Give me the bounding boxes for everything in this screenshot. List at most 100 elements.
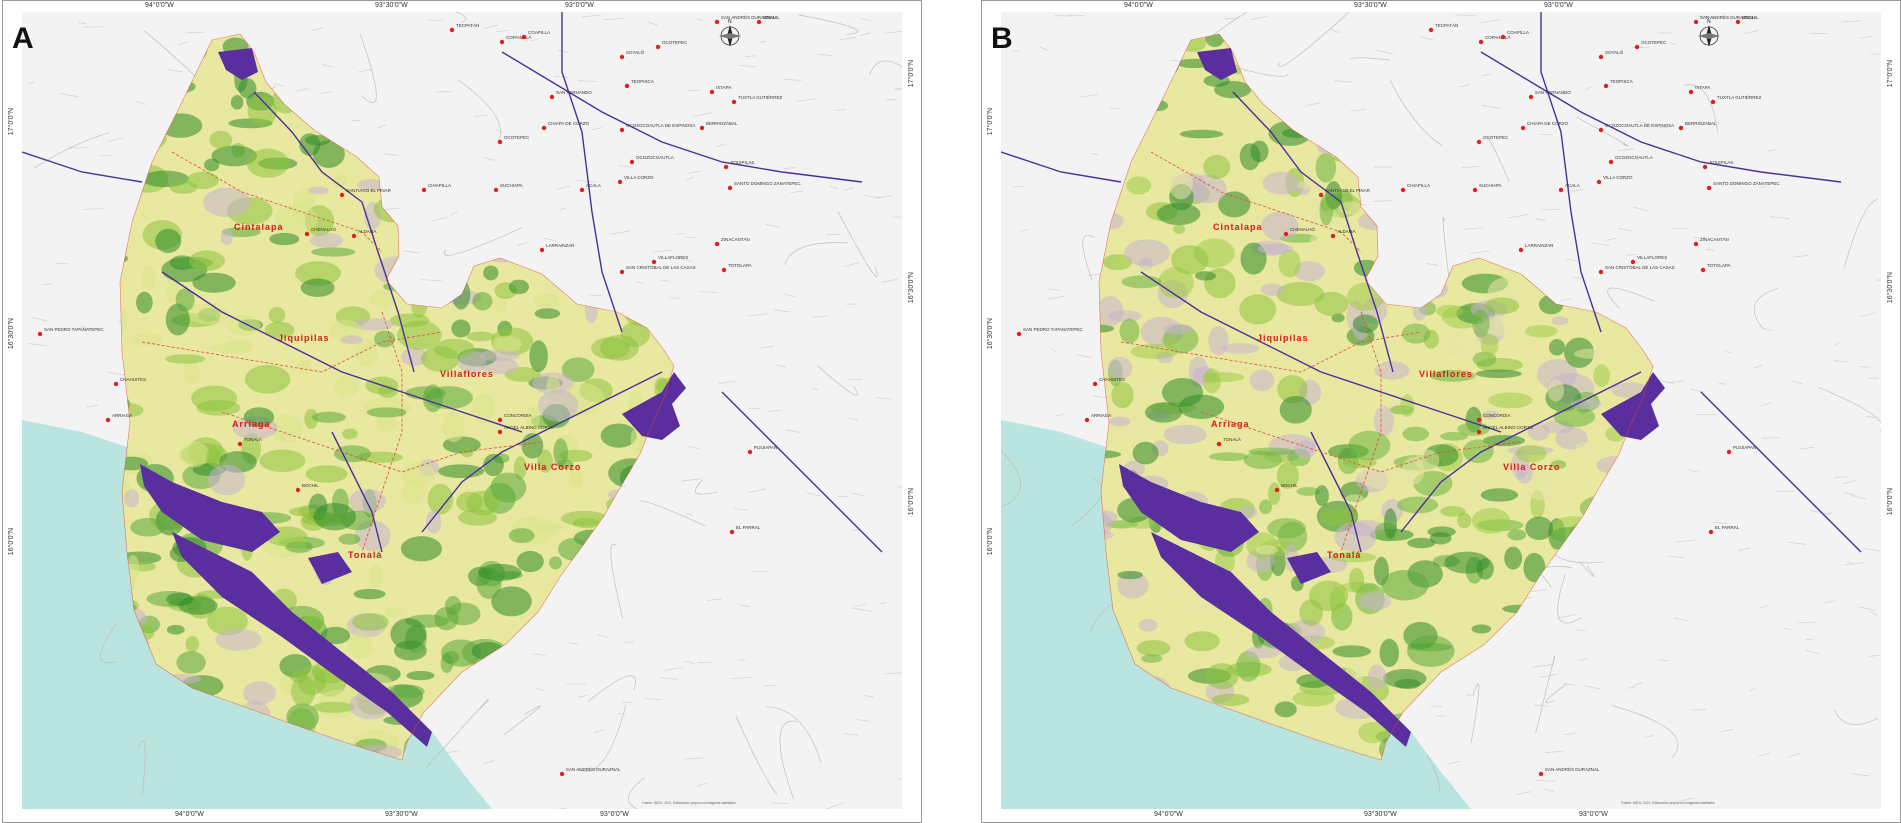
vegetation-patch xyxy=(1124,416,1155,443)
town-marker xyxy=(1630,259,1636,265)
relief-hatch xyxy=(700,291,718,293)
vegetation-patch xyxy=(286,703,319,732)
town-marker xyxy=(1538,771,1544,777)
vegetation-patch xyxy=(620,321,650,347)
town-marker xyxy=(655,44,661,50)
vegetation-patch xyxy=(1108,416,1131,427)
vegetation-patch xyxy=(1220,384,1254,404)
town-marker xyxy=(1688,89,1694,95)
road xyxy=(455,12,467,23)
relief-hatch xyxy=(1437,715,1447,717)
compass-rose-icon: N xyxy=(1698,19,1720,47)
vegetation-patch xyxy=(269,232,300,246)
vegetation-patch xyxy=(472,393,495,423)
relief-hatch xyxy=(685,660,695,665)
relief-hatch xyxy=(578,80,597,82)
relief-hatch xyxy=(621,701,633,704)
vegetation-patch xyxy=(1359,592,1392,611)
vegetation-patch xyxy=(1429,369,1476,382)
vegetation-patch xyxy=(493,296,507,313)
vegetation-patch xyxy=(516,550,544,573)
relief-hatch xyxy=(77,21,88,25)
relief-hatch xyxy=(1605,237,1616,241)
coord-top-3: 93°0'0"W xyxy=(1544,2,1573,9)
town-marker xyxy=(549,94,555,100)
coord-right-1: 17°0'0"N xyxy=(1887,60,1894,88)
relief-hatch xyxy=(863,694,874,698)
town-label: CHIAPILLA xyxy=(428,183,451,188)
relief-hatch xyxy=(1481,73,1491,77)
relief-hatch xyxy=(843,733,859,736)
relief-hatch xyxy=(684,236,696,238)
vegetation-patch xyxy=(1553,406,1596,428)
vegetation-patch xyxy=(274,204,318,235)
region-label: Arriaga xyxy=(232,419,271,429)
road xyxy=(779,720,798,800)
vegetation-patch xyxy=(203,158,220,172)
municipal-boundary xyxy=(1340,311,1382,553)
vegetation-patch xyxy=(478,349,520,362)
vegetation-patch xyxy=(1383,508,1397,540)
vegetation-patch xyxy=(366,407,407,418)
road xyxy=(444,227,523,256)
vegetation-patch xyxy=(1141,654,1163,663)
relief-hatch xyxy=(811,387,819,391)
vegetation-patch xyxy=(332,171,347,189)
vegetation-patch xyxy=(491,586,532,617)
vegetation-patch xyxy=(189,250,225,272)
town-marker xyxy=(493,187,499,193)
vegetation-patch xyxy=(1236,650,1261,682)
relief-hatch xyxy=(84,26,103,28)
vegetation-patch xyxy=(1332,645,1371,658)
relief-hatch xyxy=(474,114,489,117)
vegetation-patch xyxy=(1402,426,1430,442)
town-label: SAN ANDRÉS DURAZNAL xyxy=(721,14,776,20)
vegetation-patch xyxy=(1319,194,1334,226)
town-marker xyxy=(619,269,625,275)
relief-hatch xyxy=(1860,366,1869,368)
town-label: IXTAPA xyxy=(1695,85,1710,90)
municipal-boundary xyxy=(1150,151,1362,253)
road xyxy=(587,675,636,702)
vegetation-patch xyxy=(1349,567,1365,593)
vegetation-patch xyxy=(374,330,396,348)
relief-hatch xyxy=(748,313,768,317)
vegetation-patch xyxy=(244,365,291,394)
town-label: OCOZOCOAUTLA xyxy=(636,155,674,160)
region-label: Jiquipilas xyxy=(278,333,330,343)
map-credits: Fuente: INEGI, 2021. Elaboración propia … xyxy=(642,801,736,805)
town-marker xyxy=(579,187,585,193)
town-marker xyxy=(1520,125,1526,131)
relief-hatch xyxy=(1870,53,1880,55)
town-marker xyxy=(699,125,705,131)
vegetation-patch xyxy=(347,632,373,659)
vegetation-patch xyxy=(1480,315,1519,337)
relief-hatch xyxy=(696,18,704,22)
vegetation-patch xyxy=(1334,522,1377,553)
road xyxy=(837,211,878,278)
relief-hatch xyxy=(813,315,829,318)
vegetation-patch xyxy=(179,441,210,468)
vegetation-patch xyxy=(1163,424,1207,445)
relief-hatch xyxy=(135,100,147,105)
relief-hatch xyxy=(856,719,869,722)
vegetation-patch xyxy=(1163,323,1193,335)
road xyxy=(1579,561,1595,577)
relief-hatch xyxy=(1618,227,1632,232)
relief-hatch xyxy=(1039,46,1048,51)
town-label: SAN PEDRO TAPANATEPEC xyxy=(1023,327,1083,332)
town-label: BERRIOZÁBAL xyxy=(706,120,738,126)
vegetation-patch xyxy=(1373,405,1394,437)
vegetation-patch xyxy=(1407,537,1436,549)
coastal-lagoon xyxy=(172,532,432,747)
vegetation-patch xyxy=(1173,224,1186,234)
town-marker xyxy=(1700,267,1706,273)
municipal-boundary xyxy=(141,331,443,373)
relief-hatch xyxy=(27,343,47,347)
reservoir-east xyxy=(622,372,686,440)
municipal-boundary xyxy=(1120,331,1422,373)
relief-hatch xyxy=(1669,42,1677,45)
town-label: ACALA xyxy=(1565,183,1580,188)
road xyxy=(1754,288,1779,330)
town-marker xyxy=(1693,241,1699,247)
